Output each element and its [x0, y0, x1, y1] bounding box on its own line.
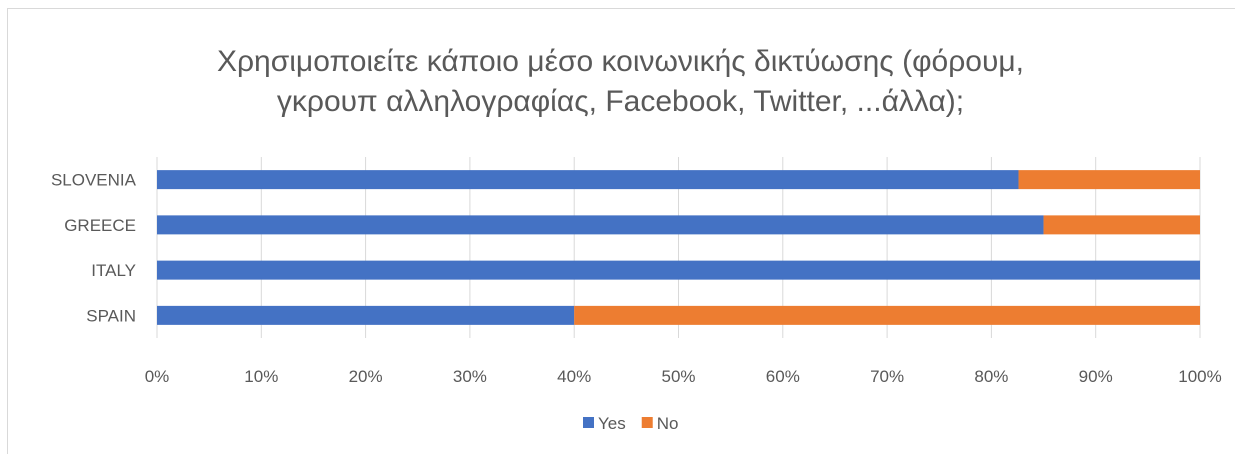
- x-tick-label: 30%: [453, 367, 487, 386]
- chart-frame: [7, 8, 1235, 454]
- x-tick-label: 60%: [766, 367, 800, 386]
- x-tick-label: 10%: [244, 367, 278, 386]
- x-tick-label: 20%: [349, 367, 383, 386]
- category-label: SPAIN: [86, 306, 136, 325]
- x-tick-label: 70%: [870, 367, 904, 386]
- x-tick-label: 50%: [661, 367, 695, 386]
- bar-yes-italy: [157, 260, 1200, 280]
- bar-no-spain: [574, 305, 1200, 325]
- bar-no-greece: [1043, 215, 1200, 235]
- category-labels: SLOVENIA GREECE ITALY SPAIN: [51, 171, 137, 326]
- bar-yes-slovenia: [157, 170, 1019, 190]
- legend-label-no: No: [657, 414, 679, 433]
- category-label: GREECE: [64, 216, 136, 235]
- x-tick-label: 40%: [557, 367, 591, 386]
- bar-yes-greece: [157, 215, 1044, 235]
- category-label: SLOVENIA: [51, 171, 137, 190]
- category-label: ITALY: [91, 261, 136, 280]
- x-tick-label: 80%: [974, 367, 1008, 386]
- chart-title: Χρησιμοποιείτε κάποιο μέσο κοινωνικής δι…: [0, 42, 1241, 122]
- bars: [157, 170, 1200, 325]
- legend-swatch-no: [641, 417, 653, 428]
- x-tick-label: 100%: [1178, 367, 1221, 386]
- bar-no-slovenia: [1018, 170, 1200, 190]
- x-tick-labels: 0% 10% 20% 30% 40% 50% 60% 70% 80% 90% 100%: [145, 367, 1222, 386]
- legend-label-yes: Yes: [598, 414, 626, 433]
- legend-swatch-yes: [583, 417, 594, 428]
- x-tick-label: 90%: [1079, 367, 1113, 386]
- legend: Yes No: [583, 414, 678, 433]
- chart-title-line-2: γκρουπ αλληλογραφίας, Facebook, Twitter,…: [276, 85, 965, 118]
- x-tick-label: 0%: [145, 367, 170, 386]
- chart-title-line-1: Χρησιμοποιείτε κάποιο μέσο κοινωνικής δι…: [216, 45, 1024, 78]
- bar-yes-spain: [157, 305, 575, 325]
